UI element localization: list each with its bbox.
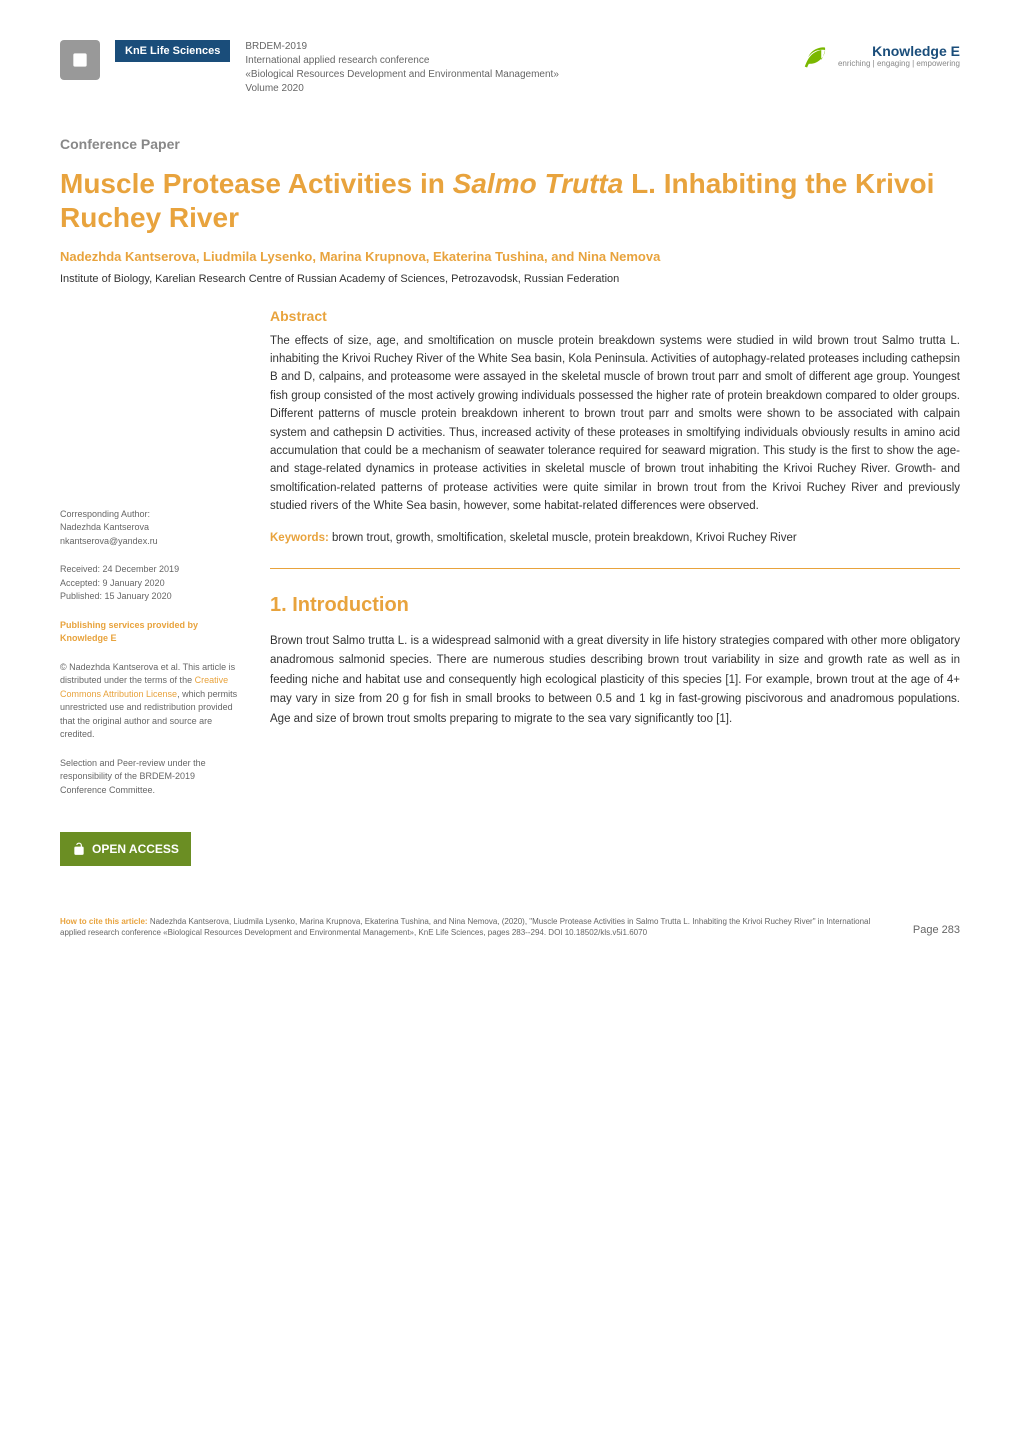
section-1-heading: 1. Introduction (270, 594, 960, 617)
keywords-label: Keywords: (270, 532, 329, 544)
cite-label: How to cite this article: (60, 917, 148, 926)
citation-block: How to cite this article: Nadezhda Kants… (60, 916, 893, 938)
copyright-block: © Nadezhda Kantserova et al. This articl… (60, 661, 240, 742)
conference-name: International applied research conferenc… (245, 54, 559, 68)
copyright-symbol: © (60, 662, 67, 672)
peer-review-block: Selection and Peer-review under the resp… (60, 757, 240, 798)
copyright-holder: Nadezhda Kantserova (69, 662, 158, 672)
cite-text: Nadezhda Kantserova, Liudmila Lysenko, M… (60, 917, 870, 937)
abstract-text: The effects of size, age, and smoltifica… (270, 332, 960, 516)
keywords-block: Keywords: brown trout, growth, smoltific… (270, 530, 960, 547)
pubmed-icon (60, 40, 100, 80)
published-date: Published: 15 January 2020 (60, 590, 240, 604)
dates-block: Received: 24 December 2019 Accepted: 9 J… (60, 563, 240, 604)
paper-title: Muscle Protease Activities in Salmo Trut… (60, 167, 960, 234)
main-content: Abstract The effects of size, age, and s… (270, 308, 960, 867)
page-number: Page 283 (893, 923, 960, 938)
conference-full: «Biological Resources Development and En… (245, 68, 559, 82)
publisher-name: Knowledge E (838, 43, 960, 59)
corresponding-label: Corresponding Author: (60, 508, 240, 522)
corresponding-author-block: Corresponding Author: Nadezhda Kantserov… (60, 508, 240, 549)
unlock-icon (72, 842, 86, 856)
abstract-heading: Abstract (270, 308, 960, 324)
open-access-label: OPEN ACCESS (92, 840, 179, 858)
volume: Volume 2020 (245, 82, 559, 96)
paper-type: Conference Paper (60, 136, 960, 152)
authors: Nadezhda Kantserova, Liudmila Lysenko, M… (60, 249, 960, 264)
section-1-text: Brown trout Salmo trutta L. is a widespr… (270, 632, 960, 730)
received-date: Received: 24 December 2019 (60, 563, 240, 577)
journal-name-box: KnE Life Sciences (115, 40, 230, 62)
page-footer: How to cite this article: Nadezhda Kants… (60, 906, 960, 938)
corresponding-email: nkantserova@yandex.ru (60, 535, 240, 549)
accepted-date: Accepted: 9 January 2020 (60, 577, 240, 591)
conference-code: BRDEM-2019 (245, 40, 559, 54)
open-access-badge: OPEN ACCESS (60, 832, 191, 866)
affiliation: Institute of Biology, Karelian Research … (60, 272, 960, 287)
publisher-tagline: enriching | engaging | empowering (838, 59, 960, 68)
sidebar: Corresponding Author: Nadezhda Kantserov… (60, 308, 240, 867)
section-divider (270, 568, 960, 569)
header-right: Knowledge E enriching | engaging | empow… (800, 40, 960, 70)
publishing-services: Publishing services provided by Knowledg… (60, 619, 240, 646)
page-header: KnE Life Sciences BRDEM-2019 Internation… (60, 40, 960, 96)
publisher-logo: Knowledge E enriching | engaging | empow… (800, 40, 960, 70)
keywords-text: brown trout, growth, smoltification, ske… (332, 532, 797, 544)
conference-info: BRDEM-2019 International applied researc… (245, 40, 559, 96)
corresponding-name: Nadezhda Kantserova (60, 521, 240, 535)
header-left: KnE Life Sciences BRDEM-2019 Internation… (60, 40, 559, 96)
leaf-icon (800, 40, 830, 70)
